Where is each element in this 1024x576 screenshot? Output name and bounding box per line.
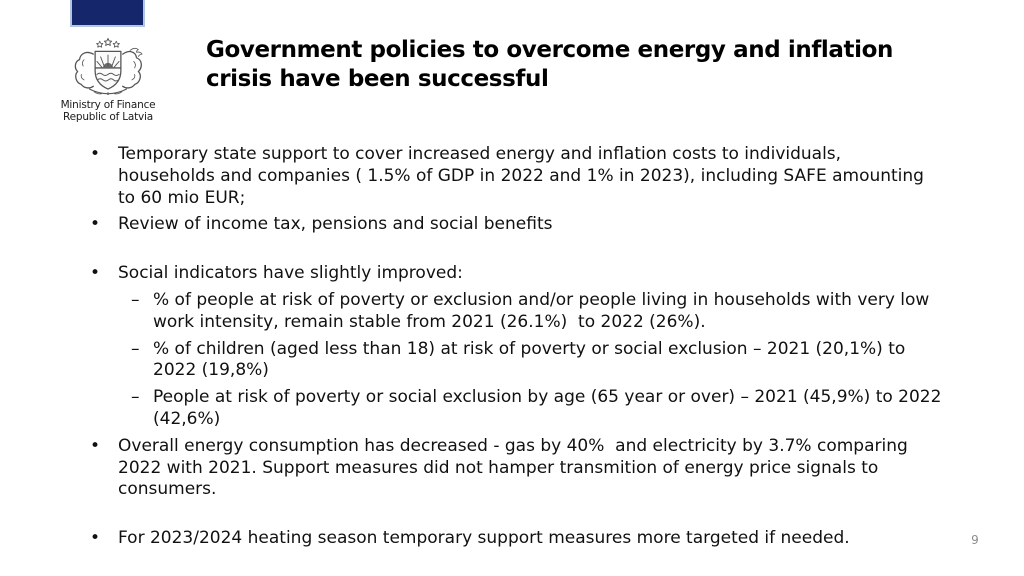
bullet-marker: •	[90, 435, 101, 456]
sub-bullet-text: % of children (aged less than 18) at ris…	[153, 338, 911, 381]
bullet-text: For 2023/2024 heating season temporary s…	[118, 528, 850, 549]
slide-body: • Temporary state support to cover incre…	[90, 144, 942, 555]
dash-marker: –	[131, 338, 140, 359]
bullet-text: Overall energy consumption has decreased…	[118, 435, 914, 500]
sub-bullet-item: – % of children (aged less than 18) at r…	[131, 339, 942, 383]
bullet-item: • Overall energy consumption has decreas…	[90, 436, 942, 501]
ministry-country: Republic of Latvia	[62, 111, 154, 123]
bullet-item: • Temporary state support to cover incre…	[90, 144, 942, 209]
ministry-name: Ministry of Finance	[60, 99, 156, 111]
slide-title: Government policies to overcome energy a…	[206, 36, 986, 94]
bullet-marker: •	[90, 214, 101, 235]
bullet-item: • Social indicators have slightly improv…	[90, 263, 942, 285]
bullet-marker: •	[90, 528, 101, 549]
bullet-item: • Review of income tax, pensions and soc…	[90, 214, 942, 236]
dash-marker: –	[131, 289, 140, 310]
latvia-flag-rectangle	[70, 0, 145, 27]
bullet-text: Review of income tax, pensions and socia…	[118, 214, 553, 235]
bullet-item: • For 2023/2024 heating season temporary…	[90, 528, 942, 550]
latvia-coat-of-arms-icon	[74, 38, 143, 95]
page-number: 9	[971, 533, 979, 547]
sub-bullet-item: – % of people at risk of poverty or excl…	[131, 290, 942, 334]
slide-title-line1: Government policies to overcome energy a…	[206, 37, 893, 63]
sub-bullet-text: % of people at risk of poverty or exclus…	[153, 289, 935, 332]
bullet-marker: •	[90, 144, 101, 164]
bullet-text: Temporary state support to cover increas…	[118, 144, 930, 208]
sub-bullet-text: People at risk of poverty or social excl…	[153, 387, 947, 429]
ministry-label: Ministry of Finance Republic of Latvia	[38, 99, 178, 123]
slide-title-line2: crisis have been successful	[206, 66, 549, 92]
bullet-text: Social indicators have slightly improved…	[118, 263, 463, 284]
sub-bullet-item: – People at risk of poverty or social ex…	[131, 387, 942, 431]
bullet-marker: •	[90, 263, 101, 284]
dash-marker: –	[131, 387, 140, 408]
